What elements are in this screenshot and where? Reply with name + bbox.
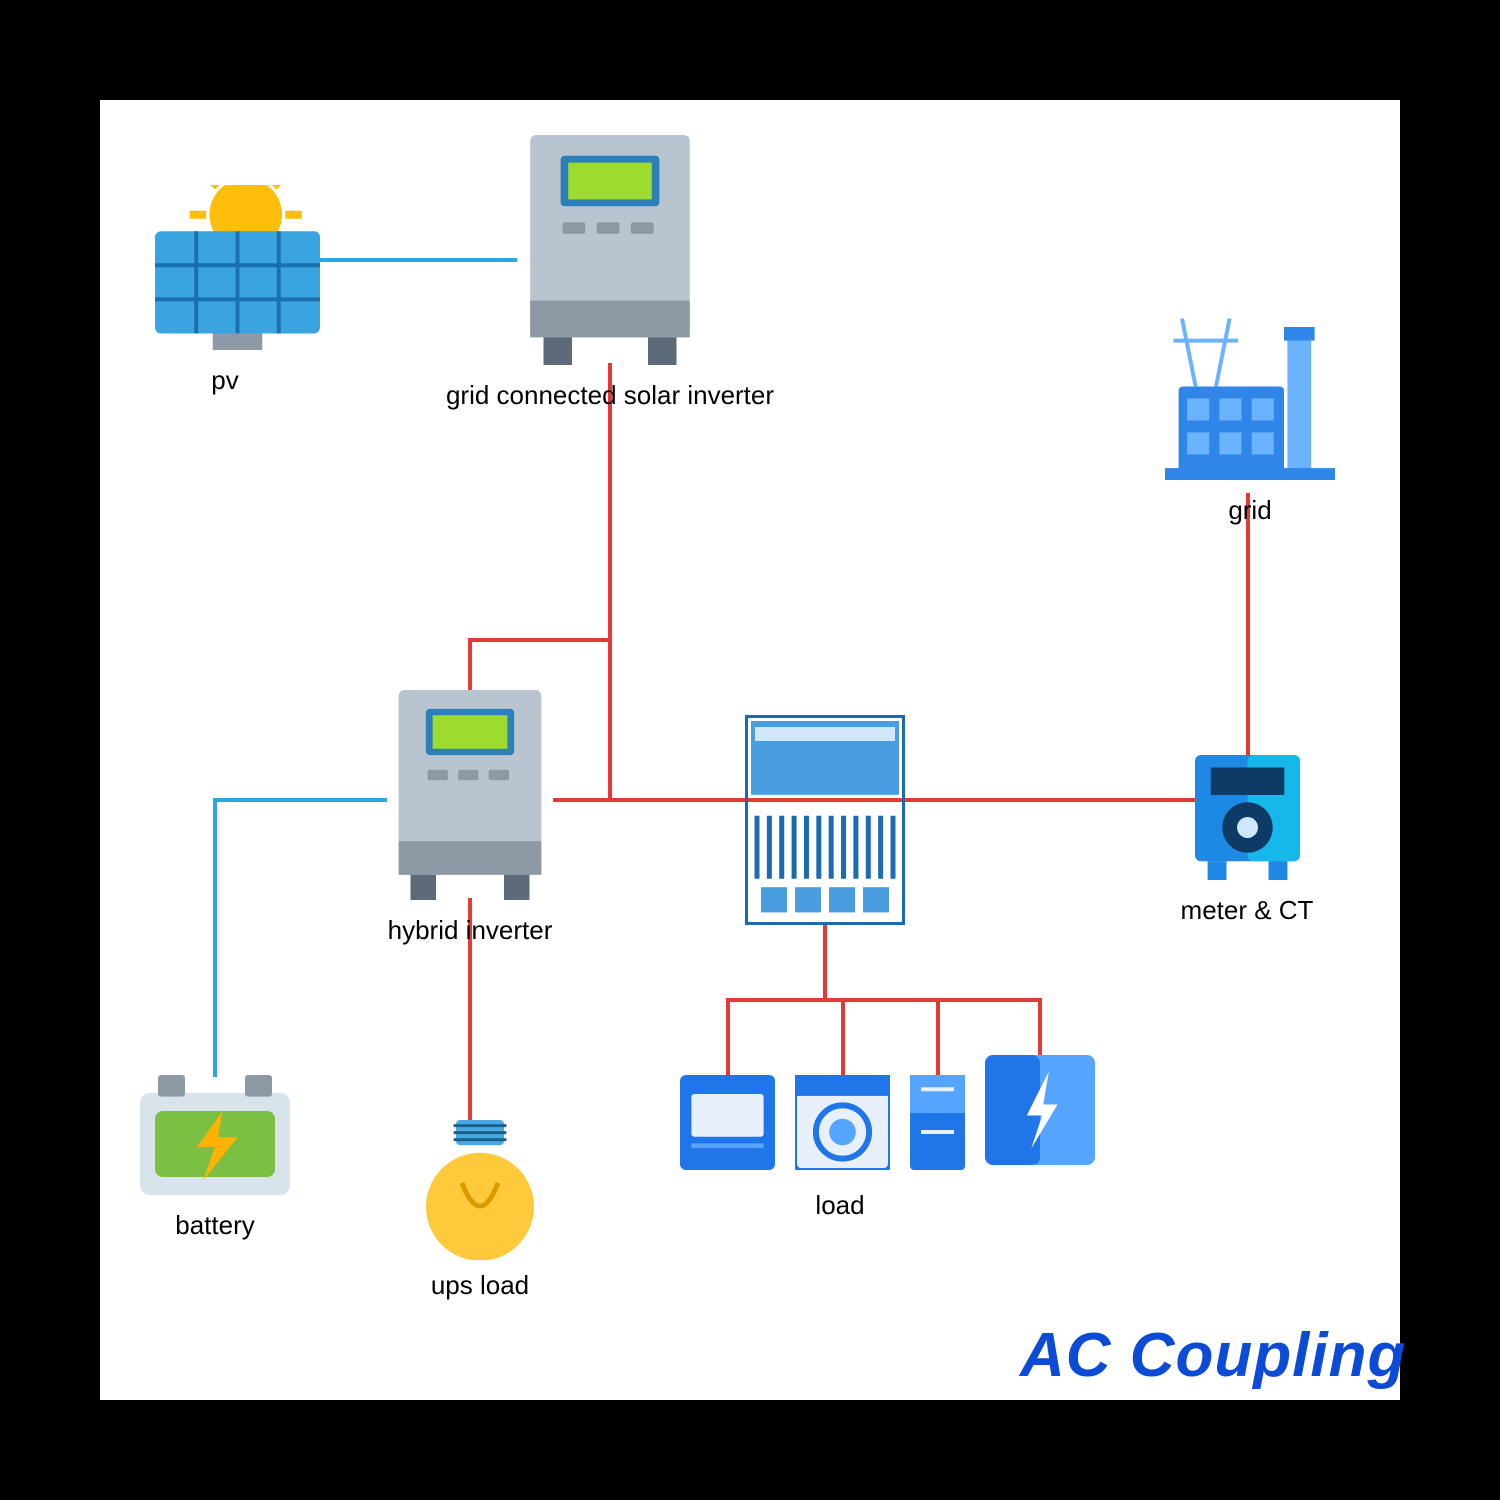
edge-1: [470, 365, 610, 690]
grid-inverter-icon: [515, 135, 705, 365]
load-box-icon: [745, 715, 905, 925]
appliance-3-icon: [910, 1075, 965, 1170]
hybrid-label: hybrid inverter: [270, 915, 670, 946]
grid-label: grid: [1050, 495, 1450, 526]
appliance-2-icon: [795, 1075, 890, 1170]
ups-label: ups load: [280, 1270, 680, 1301]
grid-icon: [1165, 310, 1335, 480]
meter-icon: [1195, 755, 1300, 880]
grid_inverter-label: grid connected solar inverter: [410, 380, 810, 411]
pv-label: pv: [25, 365, 425, 396]
meter-label: meter & CT: [1047, 895, 1447, 926]
battery-label: battery: [15, 1210, 415, 1241]
pv-icon: [155, 185, 320, 350]
battery-icon: [140, 1075, 290, 1195]
appliance-1-icon: [680, 1075, 775, 1170]
appliance-4-icon: [985, 1055, 1095, 1165]
ups-bulb-icon: [420, 1120, 540, 1260]
hybrid-inverter-icon: [385, 690, 555, 900]
diagram-title: AC Coupling: [1020, 1320, 1406, 1391]
load-label: load: [640, 1190, 1040, 1221]
